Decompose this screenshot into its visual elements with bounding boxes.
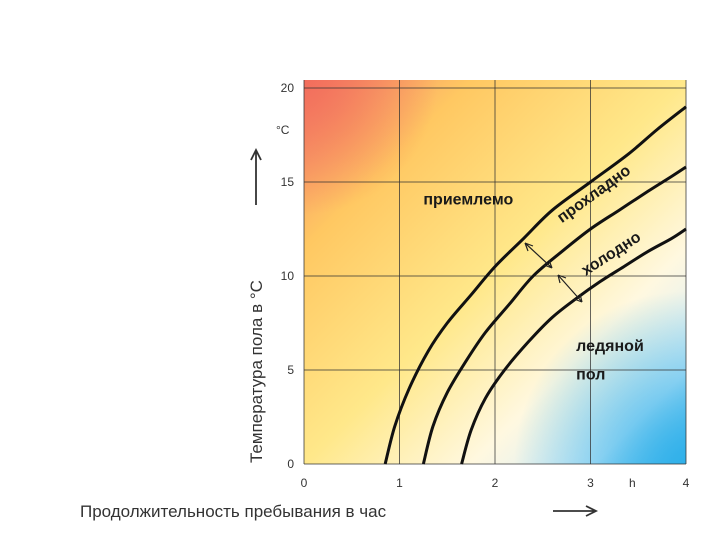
- annotation-0: приемлемо: [423, 192, 513, 209]
- curve-2: [421, 165, 687, 465]
- x-tick-label-4: 4: [683, 476, 690, 490]
- annotation-4: пол: [576, 366, 605, 383]
- gap-arrow-lower-icon: [557, 274, 583, 303]
- y-axis-title: Температура пола в °С: [247, 280, 266, 463]
- x-unit-label: h: [629, 476, 636, 490]
- curve-3: [460, 227, 687, 465]
- x-axis-title: Продолжительность пребывания в час: [80, 502, 387, 521]
- y-tick-label-1: 5: [287, 363, 294, 377]
- gridlines: [303, 80, 687, 465]
- y-axis-arrow-icon: [250, 147, 262, 205]
- y-unit-label: °С: [276, 123, 290, 137]
- gap-arrow-upper-icon: [524, 242, 553, 269]
- y-tick-label-4: 20: [281, 81, 295, 95]
- y-tick-label-0: 0: [287, 457, 294, 471]
- y-axis-title-group: Температура пола в °С: [247, 280, 266, 463]
- curve-1: [383, 105, 687, 465]
- y-tick-label-2: 10: [281, 269, 295, 283]
- tick-labels: 0 1 2 3 4 0 5 10 15 20: [281, 81, 690, 490]
- y-tick-label-3: 15: [281, 175, 295, 189]
- x-tick-label-0: 0: [301, 476, 308, 490]
- curves: [383, 105, 687, 465]
- x-tick-label-1: 1: [396, 476, 403, 490]
- x-axis-arrow-icon: [553, 505, 599, 517]
- x-tick-label-2: 2: [492, 476, 499, 490]
- x-tick-label-3: 3: [587, 476, 594, 490]
- annotation-3: ледяной: [576, 338, 644, 355]
